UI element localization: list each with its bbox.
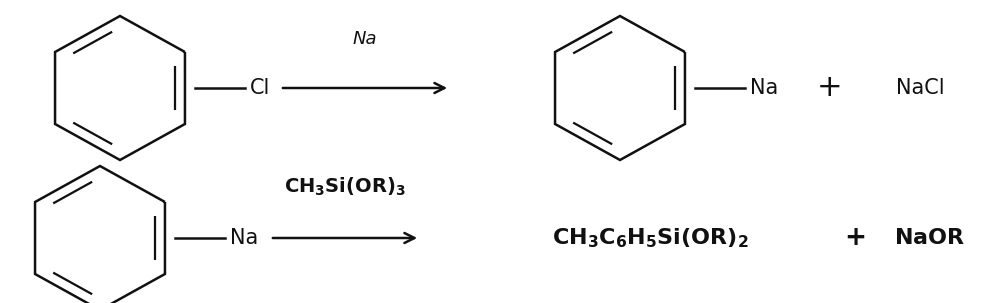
Text: Na: Na xyxy=(230,228,258,248)
Text: $\mathbf{+}$: $\mathbf{+}$ xyxy=(844,225,866,251)
Text: Na: Na xyxy=(750,78,778,98)
Text: $\mathbf{NaOR}$: $\mathbf{NaOR}$ xyxy=(894,228,966,248)
Text: $\mathbf{CH_3C_6H_5Si(OR)_2}$: $\mathbf{CH_3C_6H_5Si(OR)_2}$ xyxy=(552,226,748,250)
Text: Na: Na xyxy=(353,30,377,48)
Text: NaCl: NaCl xyxy=(896,78,944,98)
Text: $\mathbf{CH_3Si(OR)_3}$: $\mathbf{CH_3Si(OR)_3}$ xyxy=(284,176,406,198)
Text: Cl: Cl xyxy=(250,78,270,98)
Text: +: + xyxy=(817,74,843,102)
